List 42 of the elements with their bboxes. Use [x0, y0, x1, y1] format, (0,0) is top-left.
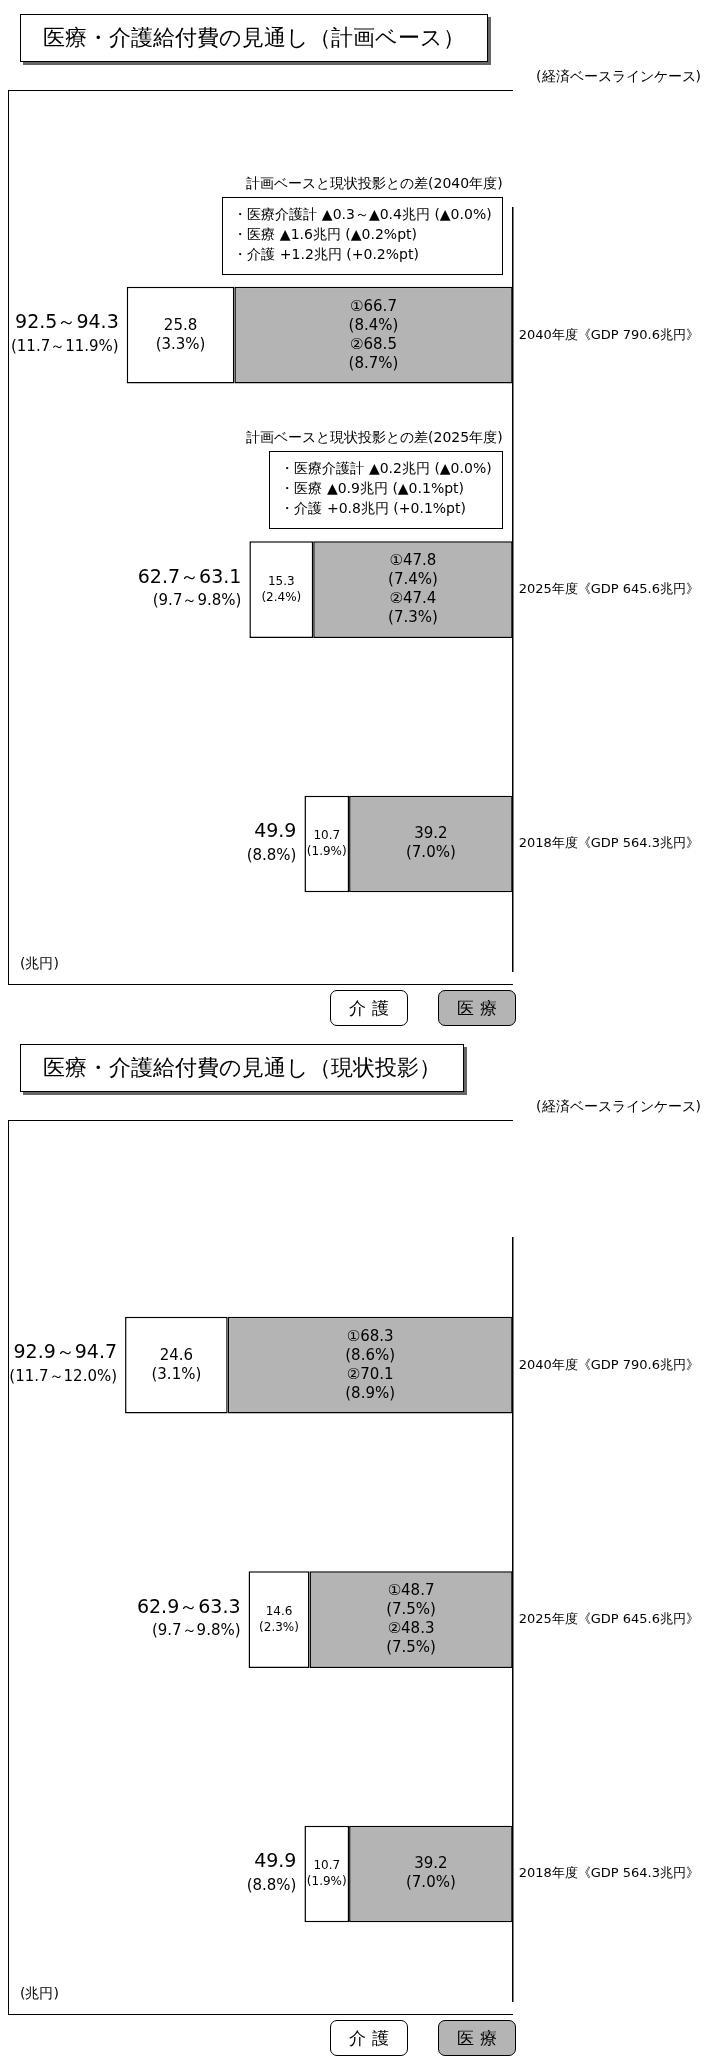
annotation: ・介護 +0.8兆円 (+0.1%pt) — [280, 499, 467, 519]
data-label: ①47.8 (7.4%) ②47.4 (7.3%) — [388, 550, 438, 626]
y-tick-label: 2040年度《GDP 790.6兆円》 — [518, 326, 699, 342]
data-label: 39.2 (7.0%) — [405, 1854, 456, 1892]
text: 介 護 — [330, 2020, 408, 2056]
text: (経済ベースラインケース) — [536, 67, 701, 86]
text: 介 護 — [330, 990, 408, 1026]
y-axis-title: (兆円) — [20, 955, 59, 973]
text: 計画ベースと現状投影との差(2040年度) — [246, 173, 503, 193]
y-tick-label: 2025年度《GDP 645.6兆円》 — [518, 1610, 699, 1626]
annotation: ・医療 ▲0.9兆円 (▲0.1%pt) — [280, 479, 466, 499]
annotation: 計画ベースと現状投影との差(2025年度) — [246, 428, 503, 448]
y-tick-label: 2018年度《GDP 564.3兆円》 — [518, 1865, 699, 1881]
text: 医 療 — [438, 2020, 516, 2056]
chart-title: 医療・介護給付費の見通し（計画ベース） — [20, 14, 488, 62]
total-label: 92.9～94.7 (11.7～12.0%) — [9, 1340, 118, 1386]
annotation: ・医療介護計 ▲0.2兆円 (▲0.0%) — [280, 459, 492, 479]
total-label: 62.9～63.3 (9.7～9.8%) — [136, 1594, 241, 1640]
text: 医 療 — [438, 990, 516, 1026]
y-axis-title: (兆円) — [20, 1985, 59, 2003]
data-label: 14.6 (2.3%) — [259, 1603, 299, 1634]
data-label: 24.6 (3.1%) — [151, 1345, 202, 1383]
total-label: 62.7～63.1 (9.7～9.8%) — [137, 564, 242, 610]
y-tick-label: 2018年度《GDP 564.3兆円》 — [518, 835, 699, 851]
annotation: ・医療介護計 ▲0.3～▲0.4兆円 (▲0.0%) — [233, 204, 492, 224]
data-label: ①68.3 (8.6%) ②70.1 (8.9%) — [345, 1326, 396, 1402]
data-label: 15.3 (2.4%) — [261, 573, 302, 604]
total-label: 49.9 (8.8%) — [246, 1848, 297, 1894]
annotation: ・医療 ▲1.6兆円 (▲0.2%pt) — [233, 224, 418, 244]
total-label: 92.5～94.3 (11.7～11.9%) — [10, 310, 119, 356]
data-label: 25.8 (3.3%) — [155, 315, 206, 353]
total-label: 49.9 (8.8%) — [246, 818, 297, 864]
y-tick-label: 2040年度《GDP 790.6兆円》 — [518, 1356, 699, 1372]
chart-title: 医療・介護給付費の見通し（現状投影） — [20, 1044, 464, 1092]
text: (経済ベースラインケース) — [536, 1097, 701, 1116]
data-label: ①48.7 (7.5%) ②48.3 (7.5%) — [386, 1580, 436, 1656]
data-label: ①66.7 (8.4%) ②68.5 (8.7%) — [348, 296, 399, 372]
data-label: 10.7 (1.9%) — [306, 828, 347, 859]
data-label: 39.2 (7.0%) — [405, 824, 456, 862]
data-label: 10.7 (1.9%) — [306, 1858, 347, 1889]
annotation: ・介護 +1.2兆円 (+0.2%pt) — [233, 244, 420, 264]
y-tick-label: 2025年度《GDP 645.6兆円》 — [518, 580, 699, 596]
